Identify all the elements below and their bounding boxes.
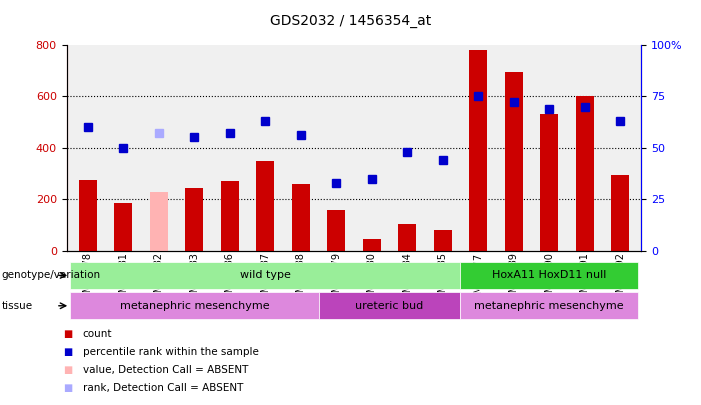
Text: value, Detection Call = ABSENT: value, Detection Call = ABSENT	[83, 365, 248, 375]
Bar	[611, 175, 629, 251]
Bar	[470, 50, 487, 251]
Bar	[434, 230, 451, 251]
Bar	[79, 180, 97, 251]
Bar	[327, 210, 345, 251]
Bar	[70, 292, 318, 320]
Bar	[398, 224, 416, 251]
Text: HoxA11 HoxD11 null: HoxA11 HoxD11 null	[492, 271, 606, 280]
Bar	[540, 114, 558, 251]
Bar	[221, 181, 238, 251]
Text: tissue: tissue	[1, 301, 32, 311]
Text: ■: ■	[63, 383, 72, 392]
Text: GDS2032 / 1456354_at: GDS2032 / 1456354_at	[270, 14, 431, 28]
Text: ureteric bud: ureteric bud	[355, 301, 423, 311]
Text: rank, Detection Call = ABSENT: rank, Detection Call = ABSENT	[83, 383, 243, 392]
Bar	[150, 192, 168, 251]
Bar	[461, 292, 638, 320]
Text: metanephric mesenchyme: metanephric mesenchyme	[119, 301, 269, 311]
Text: ■: ■	[63, 347, 72, 357]
Bar	[505, 72, 522, 251]
Text: genotype/variation: genotype/variation	[1, 271, 100, 280]
Bar	[363, 239, 381, 251]
Text: wild type: wild type	[240, 271, 291, 280]
Bar	[292, 184, 310, 251]
Text: count: count	[83, 329, 112, 339]
Bar	[576, 96, 594, 251]
Text: metanephric mesenchyme: metanephric mesenchyme	[475, 301, 624, 311]
Bar	[186, 188, 203, 251]
Text: ■: ■	[63, 329, 72, 339]
Bar	[70, 262, 461, 289]
Text: percentile rank within the sample: percentile rank within the sample	[83, 347, 259, 357]
Bar	[318, 292, 461, 320]
Text: ■: ■	[63, 365, 72, 375]
Bar	[257, 161, 274, 251]
Bar	[461, 262, 638, 289]
Bar	[114, 203, 132, 251]
